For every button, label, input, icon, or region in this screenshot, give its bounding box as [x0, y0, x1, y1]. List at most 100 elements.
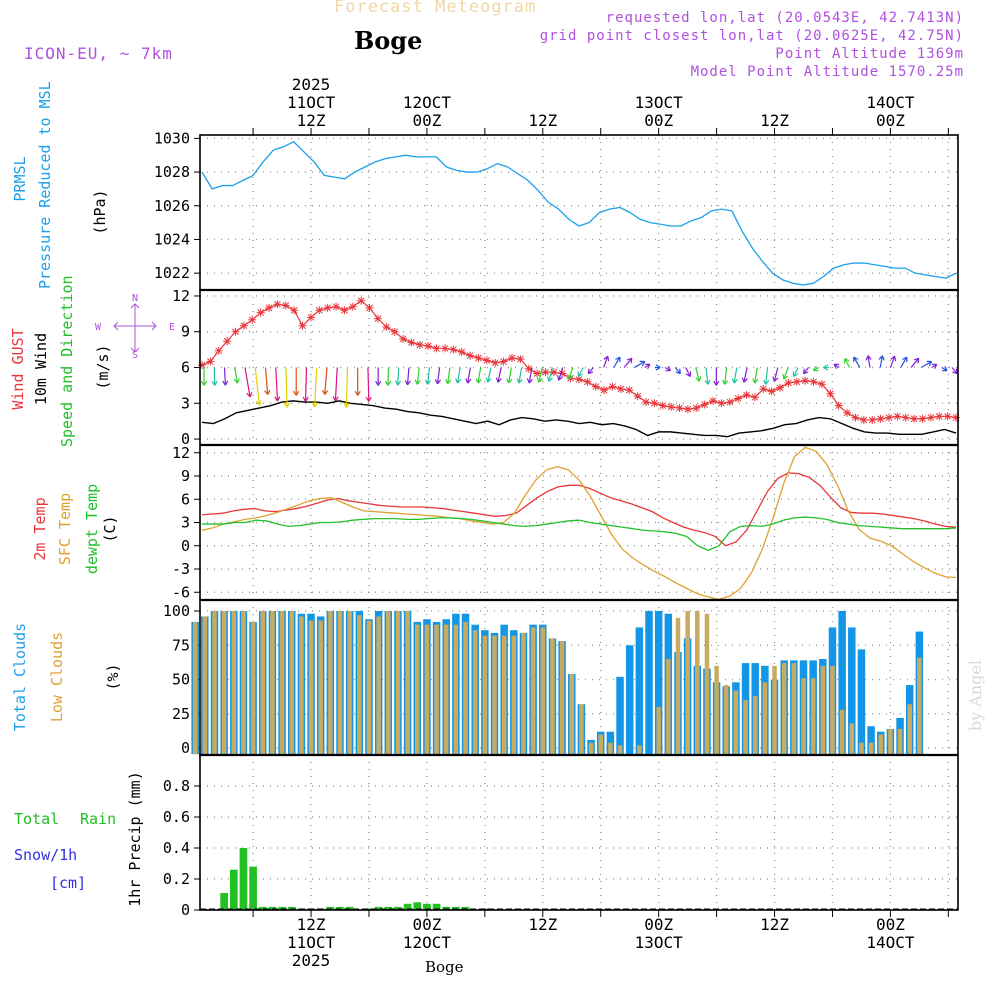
rain-bar [461, 906, 470, 910]
time-label-bottom: 13OCT [635, 933, 684, 952]
cloud-bar-low [279, 610, 285, 755]
wind-arrow [324, 367, 328, 395]
wind-arrow-head [546, 376, 553, 382]
wind-arrow [951, 367, 958, 375]
wind-arrow-head [931, 363, 938, 370]
gust-marker [390, 327, 399, 336]
gust-marker [801, 376, 810, 385]
cloud-bar-low [328, 610, 333, 755]
tick-label-wind: 6 [181, 359, 190, 377]
time-label-bottom: 12Z [528, 915, 557, 934]
time-label-top: 14OCT [866, 93, 915, 112]
cloud-bar-low [820, 665, 826, 755]
cloud-bar-total [625, 645, 634, 755]
tick-label-precip: 0.2 [163, 870, 190, 888]
gust-marker [809, 377, 818, 386]
label-snow: Snow/1h [14, 846, 78, 864]
time-label-bottom: 12OCT [403, 933, 452, 952]
time-label-top: 12OCT [403, 93, 452, 112]
wind-arrow [685, 367, 691, 377]
gust-marker [198, 361, 206, 370]
gust-marker [549, 368, 558, 377]
wind-arrow-head [865, 355, 872, 361]
time-label-bottom: 12Z [760, 915, 789, 934]
rain-bar [268, 906, 277, 910]
cloud-bar-low [424, 624, 430, 755]
gust-marker [407, 338, 416, 347]
cloud-bar-total [838, 610, 846, 755]
cloud-bar-low [405, 610, 410, 755]
cloud-bar-low [415, 624, 420, 755]
series-line-temp-1 [201, 446, 957, 600]
time-label-bottom: 2025 [292, 951, 331, 970]
time-label-top: 12Z [760, 111, 789, 130]
wind-arrow-head [615, 356, 621, 363]
gust-marker [457, 348, 466, 356]
wind-arrow-head [731, 378, 738, 384]
wind-arrow [889, 356, 896, 368]
gust-marker [633, 392, 642, 401]
cloud-bar-low [801, 678, 806, 755]
wind-arrow [568, 367, 574, 380]
gust-marker [767, 387, 776, 396]
cloud-bar-low [260, 610, 266, 755]
cloud-bar-low [868, 742, 874, 755]
tick-label-wind: 9 [181, 323, 190, 341]
rain-bar [345, 906, 354, 910]
cloud-bar-low [221, 610, 227, 755]
wind-arrow-head [293, 390, 300, 396]
wind-arrow [705, 367, 709, 385]
panel-frame-precip [199, 754, 959, 911]
tick-label-temp: 9 [181, 467, 190, 485]
rain-bar [249, 866, 257, 910]
cloud-bar-total [616, 676, 624, 755]
gust-marker [834, 401, 843, 410]
wind-arrow [345, 367, 349, 408]
gust-marker [926, 413, 935, 422]
wind-arrow [234, 367, 239, 384]
tick-label-temp: -3 [172, 560, 190, 578]
wind-arrow [743, 367, 748, 383]
gust-marker [750, 393, 759, 402]
chart-title: Forecast Meteogram [334, 0, 537, 17]
gust-marker [616, 384, 625, 393]
gust-marker [474, 353, 483, 362]
tick-label-pressure: 1030 [154, 129, 190, 147]
wind-arrow [613, 356, 621, 368]
gust-marker [214, 346, 223, 355]
wind-arrow [436, 367, 441, 384]
cloud-bar-low [540, 627, 546, 755]
wind-arrow-head [556, 375, 563, 381]
footer-place: Boge [425, 958, 464, 976]
rain-bar [220, 892, 228, 910]
gust-marker [583, 377, 592, 386]
gust-marker [323, 303, 332, 312]
panel-temp [194, 444, 959, 601]
tick-label-precip: 0.4 [163, 839, 190, 857]
wind-arrow-head [445, 378, 452, 385]
gust-marker [348, 302, 357, 311]
model-label: ICON-EU, ~ 7km [24, 44, 173, 63]
wind-arrow-head [722, 379, 729, 385]
cloud-bar-low [443, 624, 449, 755]
wind-arrow [803, 367, 810, 375]
wind-arrow-head [695, 376, 702, 382]
cloud-bar-low [772, 665, 777, 755]
gust-marker [608, 382, 617, 391]
cloud-bar-low [521, 632, 526, 755]
wind-arrow-head [685, 371, 692, 378]
cloud-bar-low [917, 657, 922, 755]
cloud-bar-low [762, 682, 768, 755]
rain-bar [452, 906, 460, 910]
cloud-bar-low [675, 617, 681, 755]
series-line-temp-2 [202, 516, 957, 552]
gust-marker [952, 413, 960, 422]
gust-marker [667, 402, 676, 411]
cloud-bar-low [376, 616, 381, 755]
wind-arrow [285, 367, 288, 408]
gust-marker [315, 306, 324, 315]
wind-arrow [426, 367, 431, 385]
cloud-bar-low [289, 610, 294, 755]
cloud-bar-low [250, 621, 256, 755]
